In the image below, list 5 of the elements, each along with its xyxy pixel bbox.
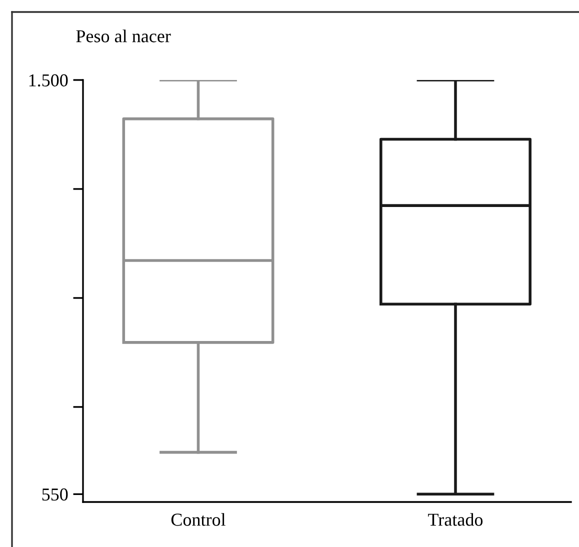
x-tick-label: Tratado [428, 513, 483, 526]
y-tick-label: 1.500 [29, 74, 68, 87]
y-tick-label: 550 [42, 488, 68, 501]
y-axis-title: Peso al nacer [76, 30, 171, 42]
x-tick-label: Control [171, 513, 226, 526]
